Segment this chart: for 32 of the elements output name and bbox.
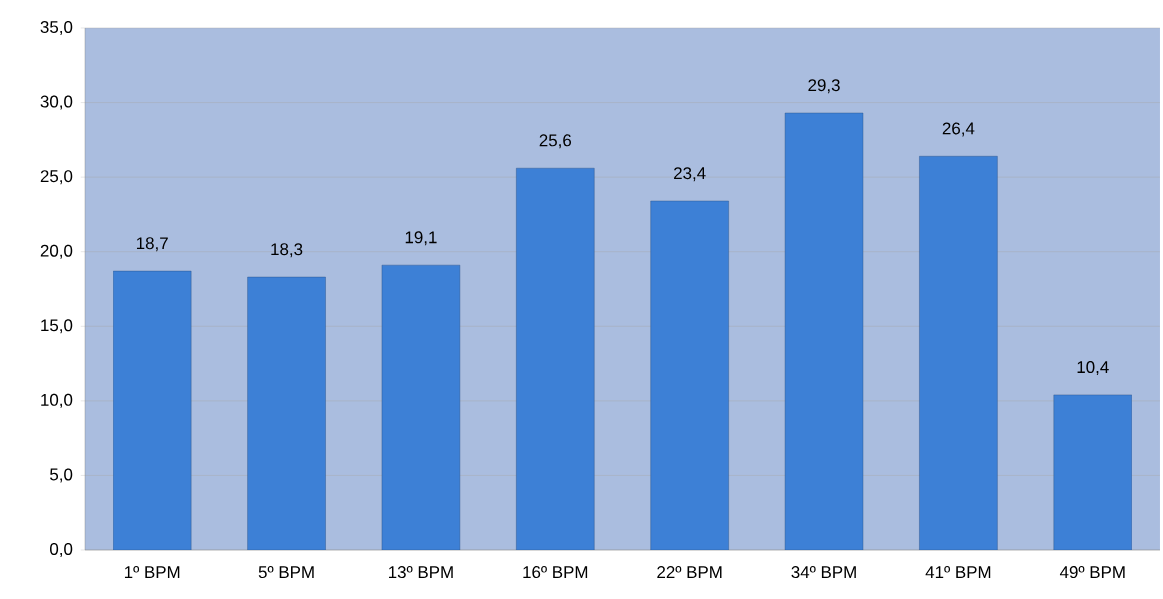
y-tick-label: 30,0 — [40, 95, 73, 110]
y-tick-label: 25,0 — [40, 170, 73, 185]
y-tick-label: 15,0 — [41, 319, 73, 334]
x-tick-label: 5º BPM — [258, 566, 314, 579]
bar — [247, 276, 326, 550]
bar — [919, 156, 998, 550]
data-label: 10,4 — [1077, 361, 1109, 376]
data-label: 25,6 — [539, 134, 572, 149]
bar — [113, 270, 192, 550]
data-label: 19,1 — [405, 231, 437, 246]
bar — [516, 167, 595, 550]
y-tick-label: 0,0 — [50, 543, 73, 557]
x-tick-label: 13º BPM — [389, 566, 453, 579]
bar — [650, 200, 729, 550]
x-tick-label: 49º BPM — [1059, 566, 1125, 579]
x-tick-label: 16º BPM — [523, 566, 588, 579]
data-label: 18,3 — [271, 243, 303, 258]
data-label: 18,7 — [137, 237, 168, 252]
data-label: 29,3 — [808, 79, 840, 94]
x-tick-label: 22º BPM — [657, 566, 722, 578]
x-tick-label: 1º BPM — [124, 566, 180, 578]
y-tick-label: 35,0 — [40, 21, 73, 35]
y-tick-label: 5,0 — [50, 468, 73, 483]
x-tick-label: 41º BPM — [925, 566, 991, 578]
data-label: 23,4 — [674, 167, 706, 182]
x-tick-label: 34º BPM — [791, 566, 856, 579]
bar — [1053, 394, 1132, 550]
y-tick-label: 20,0 — [40, 244, 73, 259]
bar — [381, 264, 461, 550]
bar — [784, 112, 864, 550]
data-label: 26,4 — [942, 122, 975, 137]
y-tick-label: 10,0 — [41, 393, 73, 408]
